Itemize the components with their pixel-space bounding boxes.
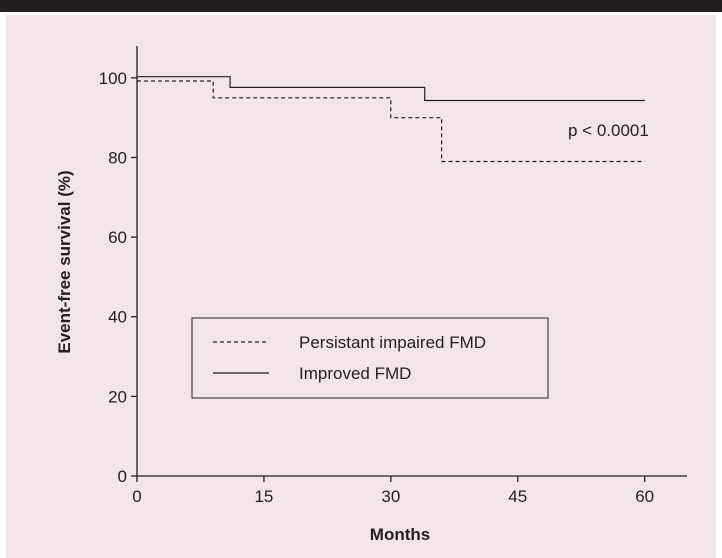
y-tick-label: 0: [118, 467, 127, 486]
legend-label-improved-fmd: Improved FMD: [299, 364, 411, 383]
series-line-improved-fmd: [137, 76, 645, 102]
series-line-persistant-impaired-fmd: [137, 80, 645, 163]
top-bar: [0, 0, 722, 12]
x-tick-label: 60: [635, 487, 654, 506]
y-axis-title: Event-free survival (%): [55, 170, 74, 353]
x-tick-label: 0: [132, 487, 141, 506]
y-tick-label: 60: [108, 228, 127, 247]
legend: Persistant impaired FMD Improved FMD: [191, 317, 549, 399]
series-lines: [137, 76, 645, 163]
y-tick-label: 40: [108, 308, 127, 327]
axes: [136, 46, 687, 477]
x-tick-label: 30: [381, 487, 400, 506]
x-tick-label: 15: [254, 487, 273, 506]
legend-box: [191, 317, 549, 399]
y-tick-label: 80: [108, 148, 127, 167]
ticks: 0 15 30 45 60 0 20 40 60 80 100: [99, 69, 655, 506]
y-tick-label: 100: [99, 69, 127, 88]
x-tick-label: 45: [508, 487, 527, 506]
legend-label-persistant-impaired-fmd: Persistant impaired FMD: [299, 333, 486, 352]
y-tick-label: 20: [108, 387, 127, 406]
x-axis-title: Months: [370, 525, 430, 544]
figure-panel: [6, 15, 716, 558]
p-value-annotation: p < 0.0001: [568, 121, 649, 140]
